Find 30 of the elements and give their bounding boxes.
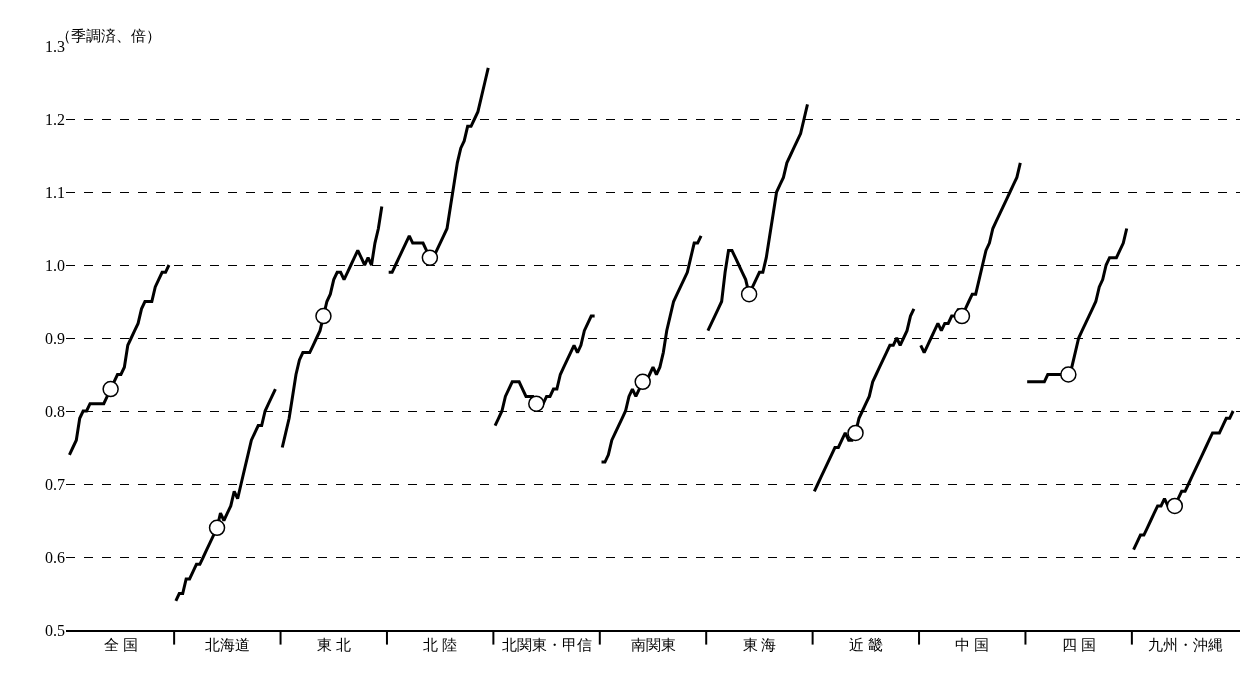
point (1166, 497, 1184, 515)
x-tick-label: 南関東 (630, 636, 676, 653)
y-tick-label: 0.5 (45, 621, 65, 639)
x-tick-label: 北関東・甲信 (501, 636, 592, 653)
point (847, 424, 864, 442)
x-tick-label: 北 陸 (423, 636, 458, 653)
y-tick-label: 1.0 (45, 256, 65, 274)
x-tick-label: 東 北 (316, 636, 351, 653)
x-tick-label: 中 国 (955, 636, 990, 653)
x-tick-label: 近 畿 (848, 636, 883, 653)
x-tick-label: 北海道 (204, 636, 250, 653)
y-tick-label: 0.9 (45, 329, 65, 347)
point (740, 285, 758, 303)
y-tick-label: 0.6 (45, 548, 65, 566)
x-tick-label: 東 海 (742, 636, 777, 653)
y-tick-label: 1.1 (45, 183, 65, 201)
y-tick-label: 0.7 (45, 475, 65, 493)
point (421, 249, 439, 266)
point (315, 307, 332, 325)
y-tick-label: 0.8 (45, 402, 65, 420)
point (1060, 366, 1077, 383)
point (634, 373, 651, 391)
point (528, 395, 545, 412)
y-tick-label: 1.2 (45, 110, 65, 128)
x-tick-label: 九州・沖縄 (1147, 636, 1223, 653)
point (953, 307, 971, 325)
point (102, 380, 119, 398)
x-tick-label: 全 国 (104, 636, 138, 653)
x-tick-label: 四 国 (1061, 636, 1096, 653)
point (208, 519, 226, 537)
